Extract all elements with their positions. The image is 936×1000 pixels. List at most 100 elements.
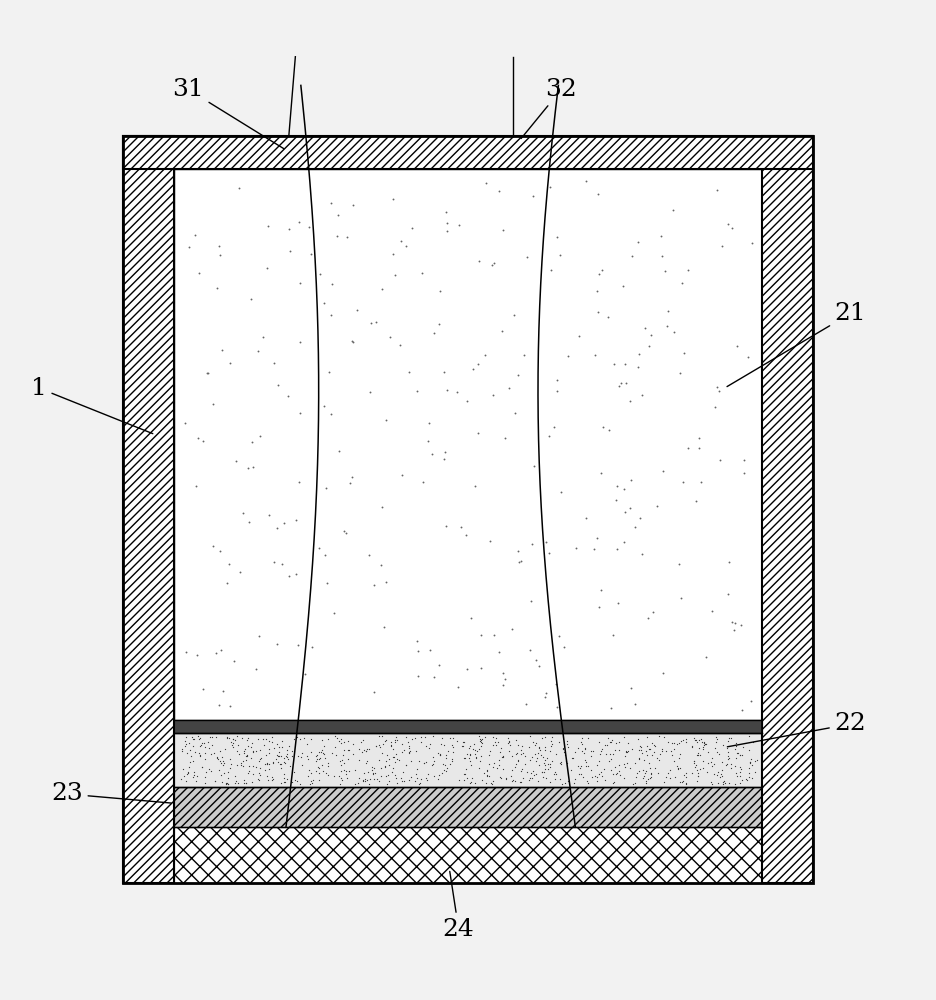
- Point: [686, 755, 701, 771]
- Point: [679, 776, 694, 792]
- Point: [748, 764, 763, 780]
- Point: [505, 762, 519, 778]
- Point: [262, 745, 277, 761]
- Point: [629, 765, 644, 781]
- Point: [666, 735, 681, 751]
- Point: [679, 769, 694, 785]
- Point: [345, 736, 360, 752]
- Point: [592, 734, 607, 750]
- Point: [386, 246, 401, 262]
- Point: [223, 355, 238, 371]
- Point: [283, 243, 298, 259]
- Point: [367, 760, 382, 776]
- Point: [719, 740, 734, 756]
- Point: [292, 731, 307, 747]
- Point: [438, 518, 453, 534]
- Point: [334, 770, 349, 786]
- Point: [237, 743, 252, 759]
- Point: [670, 761, 685, 777]
- Point: [346, 197, 361, 213]
- Point: [716, 776, 731, 792]
- Point: [416, 474, 431, 490]
- Point: [223, 698, 238, 714]
- Point: [618, 504, 633, 520]
- Point: [547, 766, 562, 782]
- Point: [736, 739, 751, 755]
- Point: [715, 762, 730, 778]
- Point: [727, 615, 742, 631]
- Point: [632, 750, 647, 766]
- Point: [181, 765, 196, 781]
- Point: [451, 679, 466, 695]
- Bar: [123, 136, 174, 883]
- Point: [292, 474, 307, 490]
- Point: [480, 762, 495, 778]
- Point: [277, 515, 292, 531]
- Point: [273, 756, 288, 772]
- Point: [704, 754, 719, 770]
- Point: [241, 758, 256, 774]
- Point: [673, 365, 688, 381]
- Point: [639, 763, 654, 779]
- Point: [246, 744, 261, 760]
- Point: [641, 755, 656, 771]
- Point: [606, 627, 621, 643]
- Point: [182, 759, 197, 775]
- Point: [259, 756, 274, 772]
- Point: [692, 440, 707, 456]
- Point: [567, 744, 582, 760]
- Point: [206, 396, 221, 412]
- Point: [627, 755, 642, 771]
- Point: [276, 754, 291, 770]
- Point: [410, 668, 425, 684]
- Point: [469, 750, 484, 766]
- Point: [305, 775, 320, 791]
- Point: [235, 758, 250, 774]
- Point: [598, 737, 613, 753]
- Point: [735, 747, 750, 763]
- Point: [690, 768, 705, 784]
- Point: [472, 733, 487, 749]
- Point: [589, 530, 604, 546]
- Point: [183, 748, 198, 764]
- Point: [352, 752, 367, 768]
- Point: [638, 775, 653, 791]
- Point: [636, 770, 651, 786]
- Point: [574, 766, 589, 782]
- Point: [548, 746, 563, 762]
- Point: [332, 753, 347, 769]
- Point: [709, 731, 724, 747]
- Point: [309, 747, 324, 763]
- Point: [711, 383, 726, 399]
- Point: [611, 734, 626, 750]
- Point: [495, 323, 510, 339]
- Point: [214, 749, 229, 765]
- Point: [672, 760, 687, 776]
- Point: [260, 260, 275, 276]
- Point: [286, 764, 301, 780]
- Point: [449, 384, 464, 400]
- Point: [475, 772, 490, 788]
- Point: [293, 334, 308, 350]
- Point: [213, 767, 228, 783]
- Point: [358, 773, 373, 789]
- Point: [190, 647, 205, 663]
- Point: [524, 749, 539, 765]
- Point: [295, 745, 310, 761]
- Point: [467, 746, 482, 762]
- Point: [394, 467, 409, 483]
- Point: [328, 728, 343, 744]
- Point: [467, 742, 482, 758]
- Point: [417, 729, 432, 745]
- Point: [713, 766, 728, 782]
- Point: [320, 731, 335, 747]
- Point: [588, 347, 603, 363]
- Point: [606, 775, 621, 791]
- Point: [293, 275, 308, 291]
- Point: [251, 343, 266, 359]
- Point: [564, 750, 579, 766]
- Point: [227, 653, 241, 669]
- Point: [511, 543, 526, 559]
- Point: [258, 762, 273, 778]
- Point: [555, 741, 570, 757]
